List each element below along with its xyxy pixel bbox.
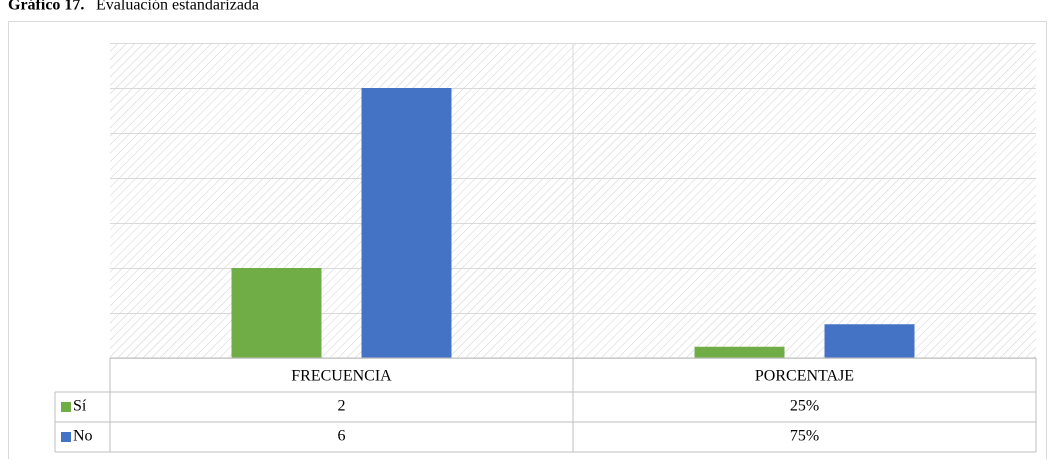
bar — [231, 268, 322, 358]
data-table-value: 75% — [790, 428, 819, 445]
data-table-value: 25% — [790, 398, 819, 415]
legend-swatch — [61, 402, 71, 412]
x-tick-label: FRECUENCIA — [291, 368, 392, 385]
data-table-value: 6 — [338, 428, 346, 445]
data-table-value: 2 — [338, 398, 346, 415]
legend-swatch — [61, 432, 71, 442]
x-tick-label: PORCENTAJE — [755, 368, 854, 385]
bar — [361, 88, 452, 358]
legend-label: No — [73, 428, 93, 445]
bar — [694, 346, 785, 358]
bar — [824, 324, 915, 358]
chart-title: Evaluación estandarizada — [96, 0, 259, 14]
legend-label: Sí — [73, 398, 87, 415]
chart-title-label: Gráfico 17. — [8, 0, 84, 14]
